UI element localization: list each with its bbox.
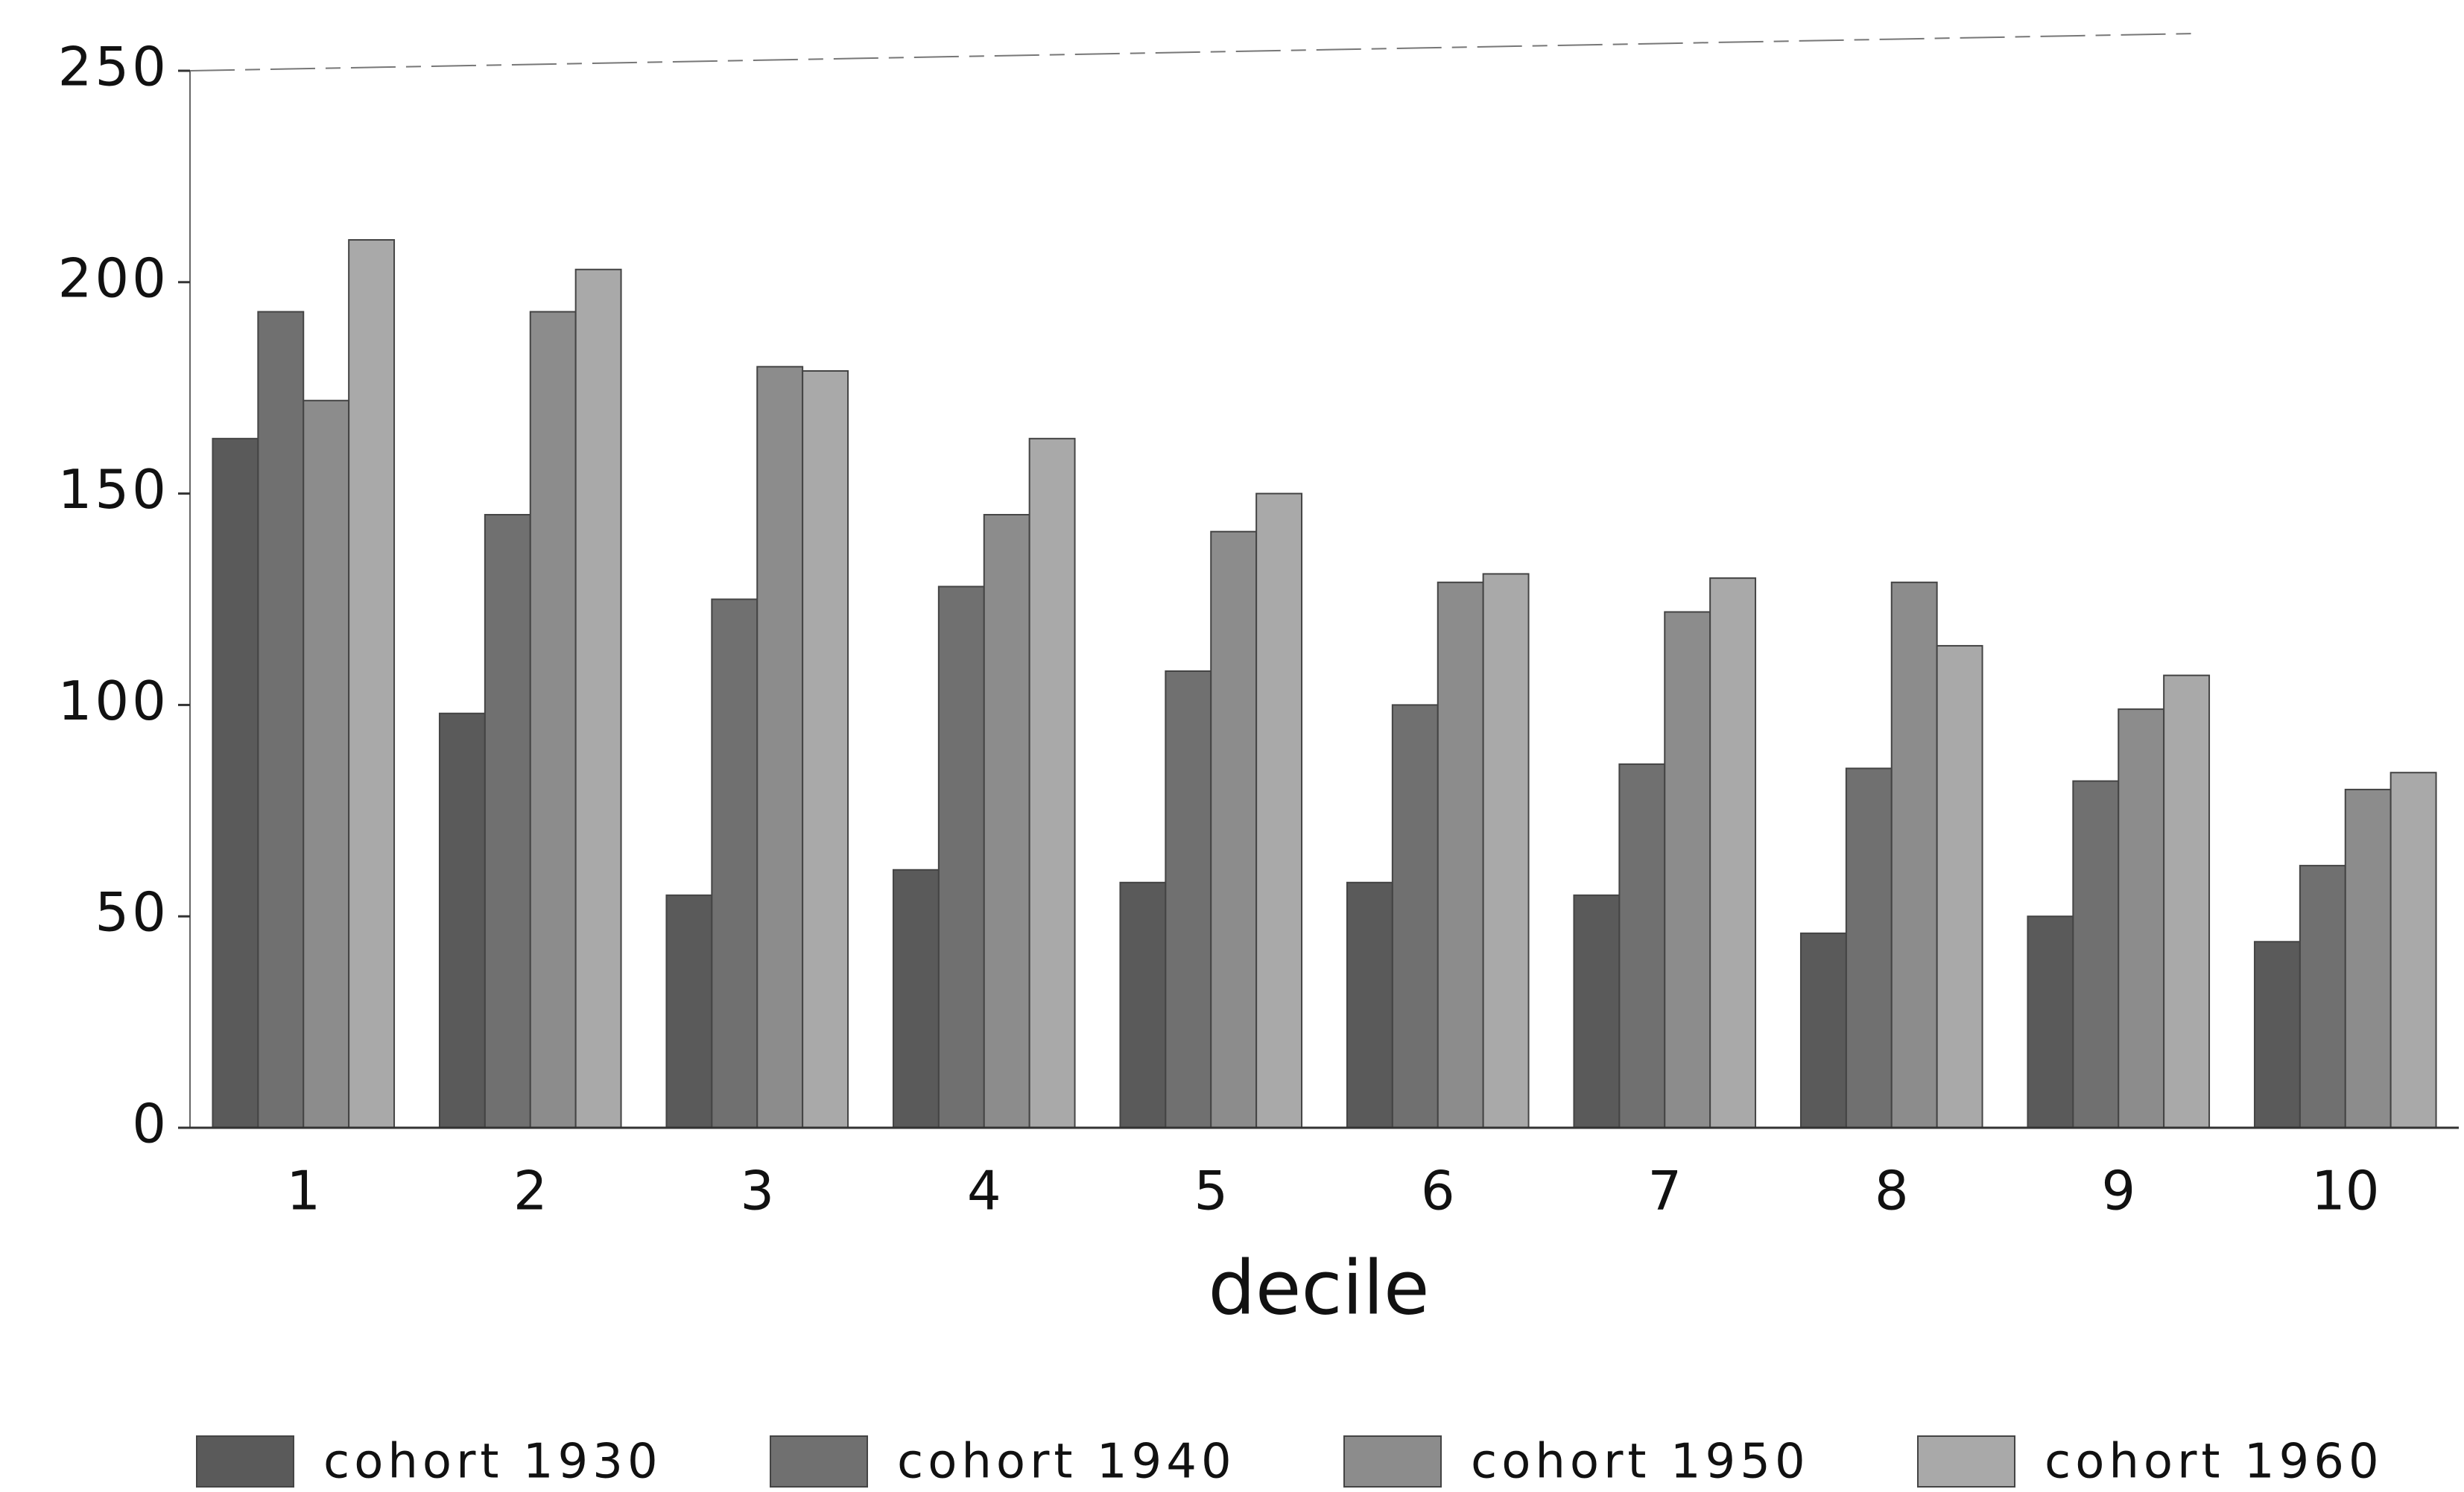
bar: [2163, 674, 2211, 1128]
bar: [2299, 865, 2346, 1128]
bar: [1119, 881, 1167, 1128]
bar: [257, 311, 305, 1129]
bar: [1210, 530, 1258, 1128]
x-tick-label: 7: [1647, 1160, 1682, 1222]
bar: [665, 894, 713, 1128]
x-tick-label: 4: [967, 1160, 1001, 1222]
bar: [303, 399, 350, 1128]
bar: [1709, 577, 1757, 1128]
bar: [2072, 780, 2120, 1128]
bar: [1936, 644, 1983, 1128]
bar: [1255, 492, 1303, 1128]
y-tick-label: 50: [95, 881, 169, 944]
x-tick-label: 1: [286, 1160, 320, 1222]
legend-label: cohort 1960: [2045, 1435, 2384, 1490]
bar: [802, 369, 849, 1129]
y-tick-label: 0: [132, 1093, 169, 1155]
bar: [937, 585, 985, 1128]
bar: [438, 712, 486, 1128]
bar: [2389, 772, 2437, 1128]
bar: [484, 513, 531, 1128]
bar: [1890, 581, 1938, 1128]
bar: [1845, 767, 1893, 1129]
legend-swatch: [1917, 1435, 2015, 1488]
bar: [529, 311, 577, 1129]
bar: [1028, 437, 1076, 1128]
bar: [1346, 881, 1393, 1128]
y-tick-label: 150: [58, 458, 169, 521]
legend-label: cohort 1940: [897, 1435, 1236, 1490]
x-tick-label: 5: [1194, 1160, 1228, 1222]
x-tick-label: 3: [740, 1160, 774, 1222]
bar: [892, 869, 940, 1129]
x-axis-title: decile: [1208, 1244, 1429, 1331]
top-line: [189, 33, 2199, 72]
legend-swatch: [770, 1435, 868, 1488]
bar: [1437, 581, 1484, 1128]
legend-label: cohort 1930: [323, 1435, 662, 1490]
x-tick-label: 8: [1875, 1160, 1909, 1222]
bar: [2027, 915, 2074, 1128]
legend-swatch: [196, 1435, 294, 1488]
y-tick-label: 200: [58, 247, 169, 309]
bar: [983, 513, 1030, 1128]
bar: [574, 268, 622, 1129]
bar: [2344, 788, 2392, 1129]
bar: [212, 437, 259, 1128]
bar: [348, 239, 396, 1128]
bar: [1391, 704, 1439, 1128]
legend-swatch: [1343, 1435, 1442, 1488]
bar: [2118, 708, 2165, 1128]
bar: [1482, 573, 1530, 1128]
x-tick-label: 10: [2311, 1160, 2380, 1222]
bar: [2253, 941, 2301, 1128]
y-tick-label: 250: [58, 36, 169, 98]
bar: [1799, 932, 1847, 1129]
bar: [1618, 763, 1666, 1128]
y-tick-label: 100: [58, 670, 169, 732]
x-tick-label: 9: [2101, 1160, 2135, 1222]
legend-label: cohort 1950: [1471, 1435, 1810, 1490]
x-tick-label: 6: [1421, 1160, 1455, 1222]
bar: [1573, 894, 1621, 1128]
bar: [711, 598, 758, 1128]
bar: [1165, 670, 1212, 1128]
bar: [1664, 611, 1711, 1128]
x-tick-label: 2: [513, 1160, 548, 1222]
bar: [756, 366, 804, 1128]
